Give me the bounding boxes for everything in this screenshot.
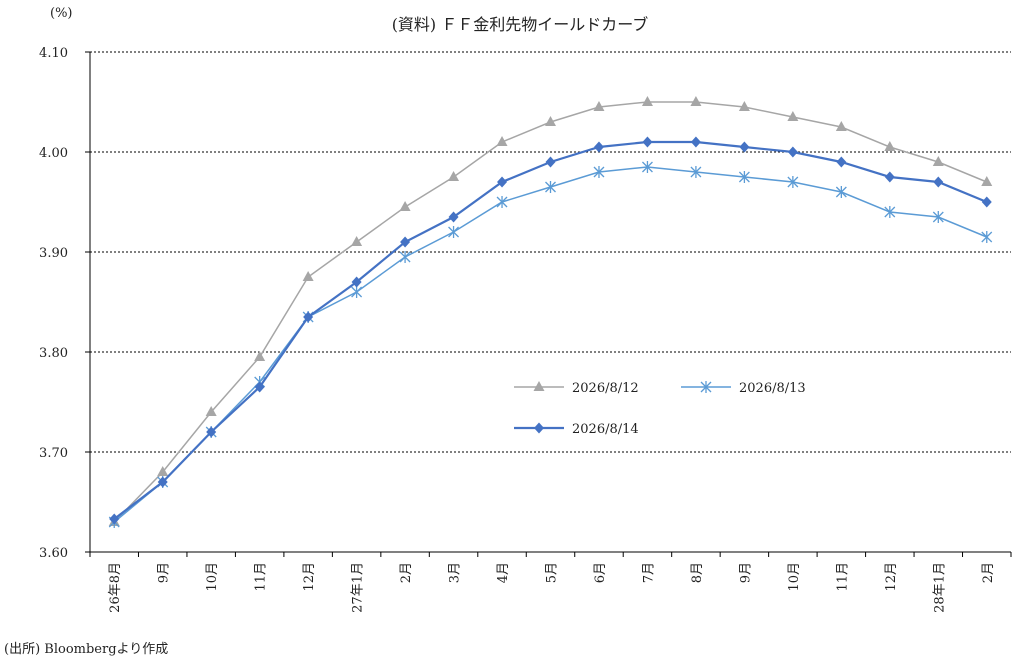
y-axis-tick-labels: 3.60 3.70 3.80 3.90 4.00 4.10 <box>39 46 68 561</box>
x-axis-tick-labels: 26年8月 9月 10月 11月 12月 27年1月 2月 3月 4月 5月 6月 7月 8月 9月 10月… <box>108 562 996 613</box>
x-tick-label-16: 12月 <box>884 562 899 592</box>
series-0-point-4 <box>302 271 314 281</box>
series-2-point-4 <box>303 311 314 323</box>
series-2-point-15 <box>836 156 847 168</box>
series-1 <box>108 161 993 528</box>
source-note: (出所) Bloombergより作成 <box>4 642 169 657</box>
x-tick-label-3: 11月 <box>254 562 269 592</box>
series-1-point-13 <box>738 171 750 183</box>
series-2-point-12 <box>690 136 701 148</box>
series-line-1 <box>113 166 988 523</box>
x-tick-label-1: 9月 <box>157 562 172 583</box>
x-tick-label-9: 5月 <box>545 562 560 583</box>
legend-marker-1 <box>700 381 712 393</box>
x-tick-label-8: 4月 <box>496 562 511 583</box>
series-0-point-11 <box>641 96 653 106</box>
series-0-point-17 <box>932 156 944 166</box>
x-tick-label-4: 12月 <box>302 562 317 592</box>
legend: 2026/8/12 2026/8/13 2026/8/14 <box>514 381 806 437</box>
series-2-point-18 <box>981 196 992 208</box>
series-1-point-11 <box>641 161 653 173</box>
series-0-point-12 <box>690 96 702 106</box>
x-tick-label-5: 27年1月 <box>351 562 366 613</box>
series-2-point-11 <box>642 136 653 148</box>
x-tick-label-13: 9月 <box>738 562 753 583</box>
series-0-point-16 <box>884 141 896 151</box>
gridlines <box>90 51 1011 453</box>
legend-item-1: 2026/8/13 <box>681 381 806 396</box>
series-0-point-13 <box>738 101 750 111</box>
series-2-point-3 <box>254 381 265 393</box>
legend-item-2: 2026/8/14 <box>514 422 639 437</box>
legend-marker-0 <box>533 381 545 391</box>
series-1-point-12 <box>690 166 702 178</box>
legend-item-0: 2026/8/12 <box>514 381 639 396</box>
series-2-point-8 <box>497 176 508 188</box>
series-2-point-17 <box>933 176 944 188</box>
chart-title: (資料) ＦＦ金利先物イールドカーブ <box>392 15 649 34</box>
x-tick-label-2: 10月 <box>205 562 220 592</box>
x-tick-label-15: 11月 <box>835 562 850 592</box>
series-2-point-5 <box>351 276 362 288</box>
axes <box>85 51 1012 557</box>
x-tick-label-14: 10月 <box>787 562 802 592</box>
series-1-point-14 <box>787 176 799 188</box>
y-tick-label-4.10: 4.10 <box>39 46 68 61</box>
series-1-point-15 <box>835 186 847 198</box>
series-0-point-7 <box>448 171 460 181</box>
series-2-point-6 <box>400 236 411 248</box>
series-0-point-14 <box>787 111 799 121</box>
legend-label-1: 2026/8/13 <box>739 381 806 396</box>
x-tick-label-6: 2月 <box>399 562 414 583</box>
series-group <box>108 96 993 528</box>
series-1-point-16 <box>884 206 896 218</box>
series-0-point-6 <box>399 201 411 211</box>
x-tick-label-17: 28年1月 <box>932 562 947 613</box>
series-2 <box>109 136 992 525</box>
series-1-point-5 <box>351 286 363 298</box>
y-axis-unit-label: (%) <box>50 6 73 21</box>
legend-label-0: 2026/8/12 <box>572 381 639 396</box>
series-0-point-1 <box>157 466 169 476</box>
series-0-point-10 <box>593 101 605 111</box>
series-0-point-18 <box>981 176 993 186</box>
x-tick-label-10: 6月 <box>593 562 608 583</box>
series-1-point-8 <box>496 196 508 208</box>
series-1-point-10 <box>593 166 605 178</box>
series-2-point-0 <box>109 513 120 525</box>
series-1-point-7 <box>448 226 460 238</box>
y-tick-label-3.80: 3.80 <box>39 346 68 361</box>
series-0-point-9 <box>545 116 556 126</box>
series-2-point-14 <box>787 146 798 158</box>
series-0-point-2 <box>205 406 217 416</box>
series-0-point-8 <box>496 136 508 146</box>
y-tick-label-3.70: 3.70 <box>39 446 68 461</box>
series-1-point-17 <box>932 211 944 223</box>
series-2-point-16 <box>884 171 895 183</box>
y-tick-label-3.60: 3.60 <box>39 546 68 561</box>
series-1-point-6 <box>399 251 411 263</box>
series-2-point-13 <box>739 141 750 153</box>
series-2-point-7 <box>448 211 459 223</box>
x-tick-label-18: 2月 <box>981 562 996 583</box>
x-tick-label-7: 3月 <box>448 562 463 583</box>
y-tick-label-4.00: 4.00 <box>39 146 68 161</box>
series-2-point-10 <box>593 141 604 153</box>
x-tick-label-11: 7月 <box>641 562 656 583</box>
x-tick-label-0: 26年8月 <box>108 562 123 613</box>
legend-marker-2 <box>534 422 544 434</box>
series-0-point-15 <box>835 121 847 131</box>
series-0-point-5 <box>351 236 363 246</box>
series-0 <box>108 96 993 526</box>
y-tick-label-3.90: 3.90 <box>39 246 68 261</box>
legend-label-2: 2026/8/14 <box>572 422 639 437</box>
x-tick-label-12: 8月 <box>690 562 705 583</box>
series-2-point-9 <box>545 156 556 168</box>
series-1-point-18 <box>981 231 993 243</box>
series-2-point-1 <box>157 476 168 488</box>
series-2-point-2 <box>206 426 217 438</box>
series-0-point-3 <box>254 351 266 361</box>
series-1-point-9 <box>545 181 556 193</box>
